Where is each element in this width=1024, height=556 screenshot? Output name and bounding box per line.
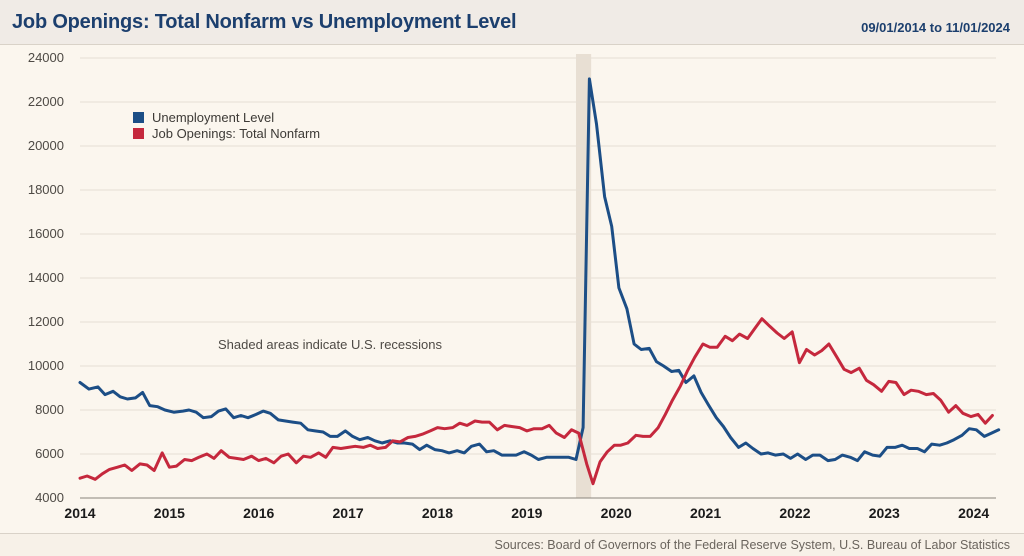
y-tick-label: 8000 [35, 402, 64, 417]
x-tick-label: 2016 [243, 505, 274, 521]
legend-swatch-job-openings [133, 127, 144, 139]
date-range: 09/01/2014 to 11/01/2024 [861, 20, 1010, 35]
legend-swatch-unemployment [133, 111, 144, 123]
y-tick-label: 16000 [28, 226, 64, 241]
legend-label-job-openings: Job Openings: Total Nonfarm [152, 125, 321, 141]
x-tick-label: 2018 [422, 505, 453, 521]
y-tick-label: 20000 [28, 138, 64, 153]
legend-label-unemployment: Unemployment Level [152, 109, 275, 125]
sources-footer: Sources: Board of Governors of the Feder… [494, 538, 1010, 552]
legend: Unemployment Level Job Openings: Total N… [133, 109, 320, 141]
y-tick-label: 18000 [28, 182, 64, 197]
y-tick-label: 4000 [35, 490, 64, 505]
y-tick-label: 14000 [28, 270, 64, 285]
chart-title: Job Openings: Total Nonfarm vs Unemploym… [12, 11, 517, 33]
x-tick-label: 2015 [154, 505, 185, 521]
line-chart: 4000 6000 8000 10000 12000 14000 16000 18000 200… [28, 50, 1001, 521]
y-tick-label: 24000 [28, 50, 64, 65]
y-tick-label: 6000 [35, 446, 64, 461]
x-tick-label: 2019 [511, 505, 542, 521]
legend-item-unemployment: Unemployment Level [133, 109, 320, 125]
x-tick-label: 2014 [64, 505, 95, 521]
y-tick-label: 10000 [28, 358, 64, 373]
series-line-unemployment [78, 77, 1001, 463]
chart-header: Job Openings: Total Nonfarm vs Unemploym… [0, 0, 1024, 44]
x-tick-label: 2021 [690, 505, 721, 521]
y-tick-label: 12000 [28, 314, 64, 329]
x-tick-label: 2022 [779, 505, 810, 521]
recession-annotation: Shaded areas indicate U.S. recessions [218, 337, 443, 352]
x-tick-label: 2020 [601, 505, 632, 521]
x-tick-label: 2017 [333, 505, 364, 521]
series-line-job-openings [78, 317, 994, 486]
legend-item-job-openings: Job Openings: Total Nonfarm [133, 125, 320, 141]
x-tick-label: 2024 [958, 505, 989, 521]
plot-frame [0, 44, 1024, 534]
y-tick-label: 22000 [28, 94, 64, 109]
x-tick-label: 2023 [869, 505, 900, 521]
